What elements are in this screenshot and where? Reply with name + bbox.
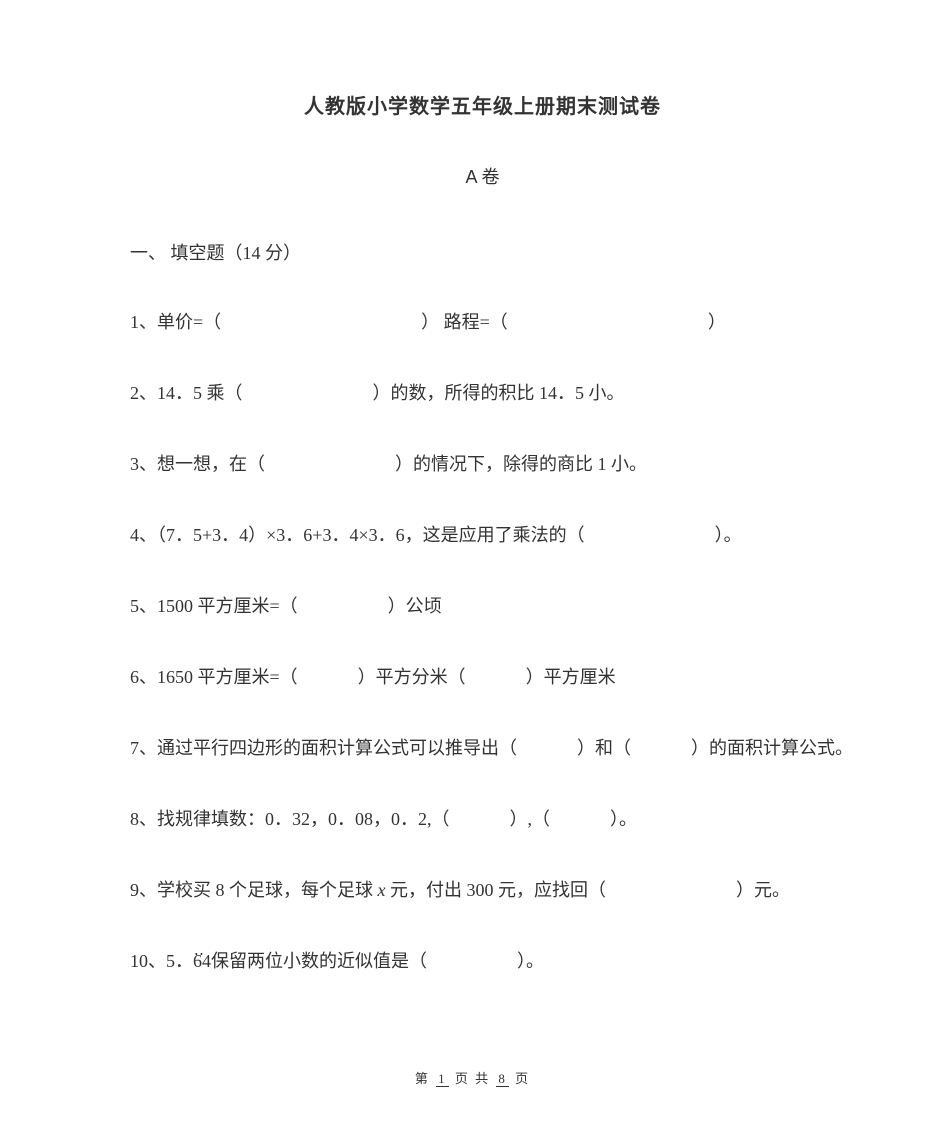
footer-page-current: 1: [436, 1071, 449, 1087]
q1-mid: ） 路程=（: [421, 312, 508, 332]
q7-prefix: 7、通过平行四边形的面积计算公式可以推导出（: [130, 738, 517, 758]
q9-p2: 元，付出 300 元，应找回（: [386, 880, 607, 900]
question-6: 6、1650 平方厘米=（ ）平方分米（ ）平方厘米: [130, 664, 835, 691]
q9-variable-x: x: [378, 880, 386, 900]
question-1: 1、单价=（ ） 路程=（ ）: [130, 309, 835, 336]
q4-prefix: 4、（7．5+3．4）×3．6+3．4×3．6，这是应用了乘法的（: [130, 525, 585, 545]
footer-c: 页: [515, 1071, 530, 1086]
q6-prefix: 6、1650 平方厘米=（: [130, 667, 298, 687]
q2-prefix: 2、14．5 乘（: [130, 383, 243, 403]
q6-suffix: ）平方厘米: [526, 667, 616, 687]
footer-page-total: 8: [496, 1071, 509, 1087]
q4-suffix: ）。: [715, 525, 742, 545]
footer-a: 第: [415, 1071, 430, 1086]
question-7: 7、通过平行四边形的面积计算公式可以推导出（）和（）的面积计算公式。: [130, 735, 835, 762]
q2-suffix: ）的数，所得的积比 14．5 小。: [373, 383, 625, 403]
q7-suffix: ）的面积计算公式。: [691, 738, 853, 758]
question-2: 2、14．5 乘（ ）的数，所得的积比 14．5 小。: [130, 380, 835, 407]
page-footer: 第 1 页 共 8 页: [0, 1068, 945, 1087]
q10-suffix: ）。: [517, 951, 544, 971]
q6-mid: ）平方分米（: [358, 667, 466, 687]
q10-prefix: 10、5．: [130, 951, 193, 971]
question-5: 5、1500 平方厘米=（ ）公顷: [130, 593, 835, 620]
q9-p1: 9、学校买 8 个足球，每个足球: [130, 880, 378, 900]
q9-p3: ）元。: [736, 880, 790, 900]
q8-suffix: ）。: [610, 809, 637, 829]
q1-suffix: ）: [708, 312, 726, 332]
q5-prefix: 5、1500 平方厘米=（: [130, 596, 298, 616]
paper-variant: A 卷: [130, 163, 835, 189]
question-8: 8、找规律填数：0．32，0．08，0．2,（ ）,（ ）。: [130, 806, 835, 833]
exam-page: 人教版小学数学五年级上册期末测试卷 A 卷 一、 填空题（14 分） 1、单价=…: [0, 0, 945, 1123]
question-9: 9、学校买 8 个足球，每个足球 x 元，付出 300 元，应找回（ ）元。: [130, 877, 835, 904]
q10-mid: 保留两位小数的近似值是（: [211, 951, 427, 971]
footer-b: 页 共: [455, 1071, 490, 1086]
section-1-heading: 一、 填空题（14 分）: [130, 239, 835, 265]
question-4: 4、（7．5+3．4）×3．6+3．4×3．6，这是应用了乘法的（ ）。: [130, 522, 835, 549]
q10-recurring-digits: 64: [193, 948, 211, 975]
question-10: 10、5．64保留两位小数的近似值是（ ）。: [130, 948, 835, 975]
page-title: 人教版小学数学五年级上册期末测试卷: [130, 90, 835, 119]
q1-prefix: 1、单价=（: [130, 312, 221, 332]
q3-prefix: 3、想一想，在（: [130, 454, 265, 474]
q7-mid: ）和（: [577, 738, 631, 758]
q5-suffix: ）公顷: [388, 596, 442, 616]
question-3: 3、想一想，在（ ）的情况下，除得的商比 1 小。: [130, 451, 835, 478]
q3-suffix: ）的情况下，除得的商比 1 小。: [395, 454, 647, 474]
q8-mid: ）,（: [510, 809, 551, 829]
q8-prefix: 8、找规律填数：0．32，0．08，0．2,（: [130, 809, 450, 829]
